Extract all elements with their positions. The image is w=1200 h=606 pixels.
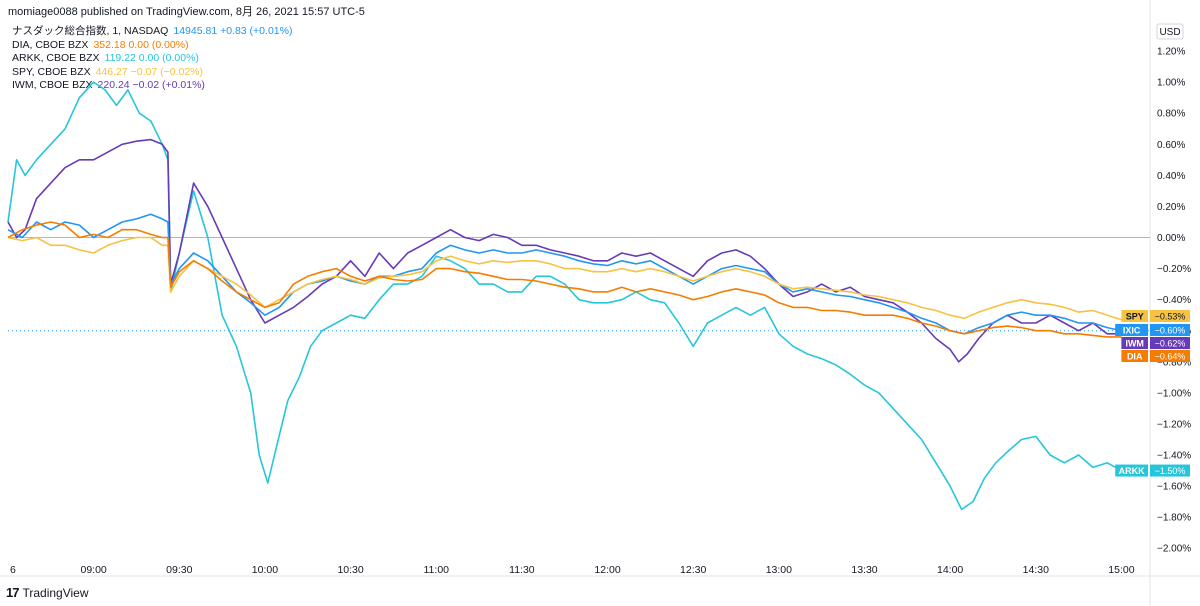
legend-row[interactable]: DIA, CBOE BZX 352.18 0.00 (0.00%) [12, 39, 292, 53]
tradingview-logo-icon: 17 [6, 585, 20, 600]
y-tick-label: −1.80% [1157, 513, 1191, 524]
series-line-spy[interactable] [7, 236, 1122, 321]
series-value-tag-text: −0.62% [1155, 339, 1186, 349]
series-name-tag-text: ARKK [1119, 466, 1145, 476]
legend-values: 352.18 0.00 (0.00%) [93, 38, 189, 51]
legend-row[interactable]: ARKK, CBOE BZX 119.22 0.00 (0.00%) [12, 52, 292, 66]
x-tick-label: 15:00 [1108, 564, 1134, 576]
y-tick-label: −0.20% [1157, 264, 1191, 275]
series-name-tag-text: DIA [1127, 352, 1143, 362]
x-tick-label: 12:00 [594, 564, 620, 576]
series-line-iwm[interactable] [7, 138, 1122, 363]
series-value-tag [1150, 464, 1190, 477]
x-tick-label: 12:30 [680, 564, 706, 576]
legend-values: 446.27 −0.07 (−0.02%) [95, 65, 204, 78]
publish-header: momiage0088 published on TradingView.com… [8, 6, 365, 18]
y-tick-label: 0.60% [1157, 140, 1185, 151]
legend-row[interactable]: SPY, CBOE BZX 446.27 −0.07 (−0.02%) [12, 66, 292, 80]
legend-symbol: SPY, CBOE BZX [12, 65, 91, 78]
legend-symbol: DIA, CBOE BZX [12, 38, 89, 51]
series-name-tag [1115, 464, 1148, 477]
brand-name: TradingView [22, 585, 89, 600]
x-tick-label: 09:30 [166, 564, 192, 576]
unit-box[interactable] [1156, 23, 1184, 40]
series-value-tag [1150, 350, 1190, 362]
legend-symbol: ナスダック総合指数, 1, NASDAQ [12, 25, 169, 37]
x-tick-label: 14:30 [1023, 564, 1049, 576]
legend: ナスダック総合指数, 1, NASDAQ 14945.81 +0.83 (+0.0… [12, 25, 292, 93]
series-value-tag [1150, 337, 1190, 349]
legend-symbol: IWM, CBOE BZX [12, 79, 93, 91]
legend-values: 220.24 −0.02 (+0.01%) [97, 79, 205, 91]
x-tick-label: 10:00 [252, 564, 278, 576]
y-tick-label: −0.40% [1157, 295, 1191, 306]
y-tick-label: −1.20% [1157, 419, 1191, 430]
series-value-tag-text: −0.64% [1155, 352, 1186, 362]
legend-row[interactable]: IWM, CBOE BZX 220.24 −0.02 (+0.01%) [12, 79, 292, 93]
x-tick-label: 13:30 [851, 564, 877, 576]
y-tick-label: 1.20% [1157, 47, 1185, 58]
x-tick-label: 14:00 [937, 564, 963, 576]
series-value-tag [1150, 310, 1190, 322]
y-tick-label: −0.80% [1157, 357, 1191, 368]
unit-label: USD [1159, 27, 1180, 38]
y-tick-label: −1.00% [1157, 388, 1191, 399]
y-tick-label: 0.00% [1157, 233, 1185, 244]
legend-values: 14945.81 +0.83 (+0.01%) [173, 25, 293, 37]
legend-symbol: ARKK, CBOE BZX [12, 52, 100, 64]
series-value-tag [1150, 324, 1190, 336]
series-line-ixic[interactable] [7, 213, 1122, 335]
series-value-tag-text: −0.60% [1155, 326, 1186, 336]
x-tick-label: 10:30 [337, 564, 363, 576]
x-tick-label: 11:30 [509, 564, 535, 576]
series-line-arkk[interactable] [7, 81, 1122, 511]
series-value-tag-text: −1.50% [1155, 466, 1186, 476]
series-name-tag [1121, 337, 1148, 349]
y-tick-label: −1.60% [1157, 482, 1191, 493]
series-name-tag-text: SPY [1126, 312, 1144, 322]
series-value-tag-text: −0.53% [1155, 312, 1186, 322]
x-tick-label: 09:00 [81, 564, 107, 576]
series-name-tag-text: IXIC [1123, 326, 1141, 336]
y-tick-label: 0.20% [1157, 202, 1185, 213]
legend-row[interactable]: ナスダック総合指数, 1, NASDAQ 14945.81 +0.83 (+0.0… [12, 25, 292, 39]
legend-values: 119.22 0.00 (0.00%) [104, 52, 199, 64]
series-line-dia[interactable] [7, 221, 1122, 338]
x-tick-label: 6 [10, 564, 16, 576]
series-name-tag [1115, 324, 1148, 336]
x-tick-label: 13:00 [766, 564, 792, 576]
y-tick-label: −1.40% [1157, 451, 1191, 462]
y-tick-label: −2.00% [1157, 544, 1191, 555]
series-name-tag [1121, 350, 1148, 362]
x-tick-label: 11:00 [424, 564, 450, 576]
series-name-tag-text: IWM [1125, 339, 1144, 349]
y-tick-label: 0.80% [1157, 109, 1185, 120]
tradingview-footer[interactable]: 17 TradingView [6, 585, 89, 600]
y-tick-label: 1.00% [1157, 78, 1185, 89]
y-tick-label: 0.40% [1157, 171, 1185, 182]
series-name-tag [1121, 310, 1148, 322]
